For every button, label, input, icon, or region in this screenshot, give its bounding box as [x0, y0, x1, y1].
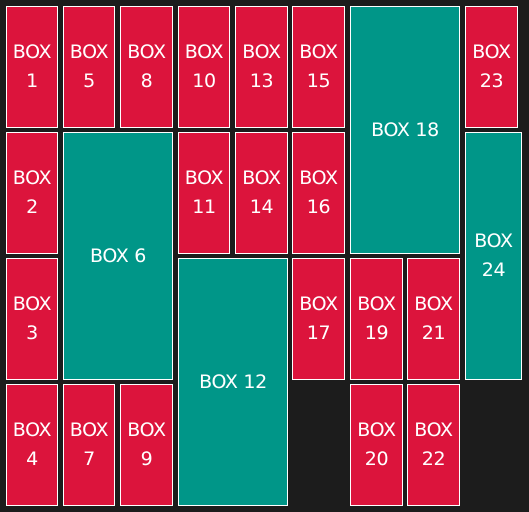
- box-7: BOX 7: [63, 384, 115, 506]
- box-18: BOX 18: [350, 6, 460, 254]
- box-2: BOX 2: [6, 132, 58, 254]
- box-13-label: BOX 13: [242, 41, 281, 92]
- box-9: BOX 9: [120, 384, 173, 506]
- box-3-label: BOX 3: [12, 293, 52, 344]
- box-8: BOX 8: [120, 6, 173, 128]
- box-6-label: BOX 6: [89, 244, 147, 267]
- box-21-label: BOX 21: [414, 293, 453, 344]
- box-4-label: BOX 4: [12, 419, 52, 470]
- box-14: BOX 14: [235, 132, 288, 254]
- box-11: BOX 11: [178, 132, 230, 254]
- box-4: BOX 4: [6, 384, 58, 506]
- box-10-label: BOX 10: [184, 41, 224, 92]
- box-5-label: BOX 5: [69, 41, 109, 92]
- box-19: BOX 19: [350, 258, 403, 380]
- box-24: BOX 24: [465, 132, 522, 380]
- box-22: BOX 22: [407, 384, 460, 506]
- box-23: BOX 23: [465, 6, 518, 128]
- box-2-label: BOX 2: [12, 167, 52, 218]
- box-1: BOX 1: [6, 6, 58, 128]
- box-15: BOX 15: [292, 6, 345, 128]
- box-19-label: BOX 19: [357, 293, 396, 344]
- box-23-label: BOX 23: [472, 41, 511, 92]
- box-16: BOX 16: [292, 132, 345, 254]
- box-11-label: BOX 11: [184, 167, 224, 218]
- box-12-label: BOX 12: [199, 370, 267, 393]
- box-12: BOX 12: [178, 258, 288, 506]
- box-21: BOX 21: [407, 258, 460, 380]
- box-15-label: BOX 15: [299, 41, 338, 92]
- box-22-label: BOX 22: [414, 419, 453, 470]
- box-24-label: BOX 24: [474, 230, 513, 281]
- box-9-label: BOX 9: [127, 419, 166, 470]
- box-14-label: BOX 14: [242, 167, 281, 218]
- box-13: BOX 13: [235, 6, 288, 128]
- box-6: BOX 6: [63, 132, 173, 380]
- box-17-label: BOX 17: [299, 293, 338, 344]
- box-20: BOX 20: [350, 384, 403, 506]
- box-16-label: BOX 16: [299, 167, 338, 218]
- box-3: BOX 3: [6, 258, 58, 380]
- box-8-label: BOX 8: [127, 41, 166, 92]
- box-7-label: BOX 7: [69, 419, 109, 470]
- box-17: BOX 17: [292, 258, 345, 380]
- box-18-label: BOX 18: [371, 118, 439, 141]
- box-20-label: BOX 20: [357, 419, 396, 470]
- box-10: BOX 10: [178, 6, 230, 128]
- box-5: BOX 5: [63, 6, 115, 128]
- box-1-label: BOX 1: [12, 41, 52, 92]
